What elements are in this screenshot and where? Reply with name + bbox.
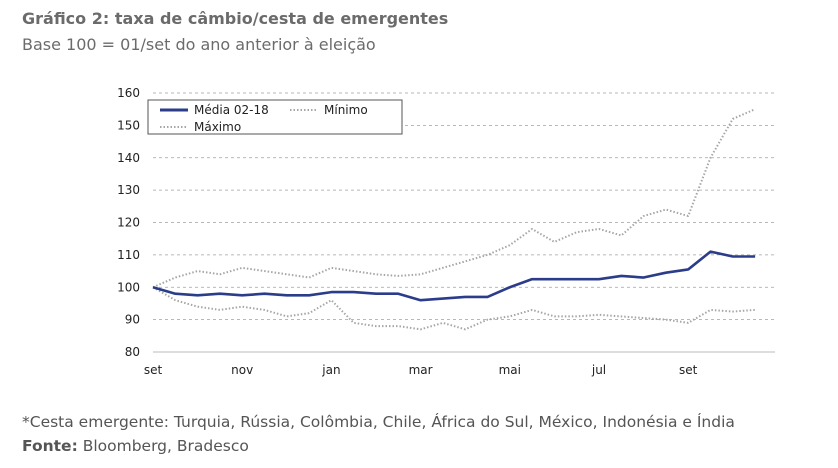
series-line	[152, 286, 756, 331]
series-line	[152, 250, 756, 302]
y-tick-label: 80	[125, 345, 140, 359]
series-line	[152, 108, 756, 289]
x-tick-label: set	[679, 363, 698, 377]
x-tick-label: nov	[231, 363, 253, 377]
x-tick-label: jan	[321, 363, 340, 377]
y-tick-label: 160	[117, 86, 140, 100]
x-tick-label: mar	[409, 363, 433, 377]
legend-label: Média 02-18	[194, 103, 269, 117]
x-tick-label: set	[144, 363, 163, 377]
footnote: *Cesta emergente: Turquia, Rússia, Colôm…	[22, 412, 735, 431]
legend-label: Máximo	[194, 120, 241, 134]
x-tick-label: jul	[591, 363, 606, 377]
y-tick-label: 110	[117, 248, 140, 262]
source-text: Bloomberg, Bradesco	[83, 437, 249, 455]
x-tick-label: mai	[499, 363, 521, 377]
y-tick-label: 100	[117, 280, 140, 294]
legend-label: Mínimo	[324, 103, 368, 117]
source-label: Fonte:	[22, 437, 78, 455]
source: Fonte: Bloomberg, Bradesco	[22, 437, 249, 455]
legend-box	[147, 99, 403, 135]
y-tick-label: 140	[117, 151, 140, 165]
y-tick-label: 150	[117, 118, 140, 132]
y-tick-label: 90	[125, 313, 140, 327]
y-tick-label: 130	[117, 183, 140, 197]
y-tick-label: 120	[117, 216, 140, 230]
chart-subtitle: Base 100 = 01/set do ano anterior à elei…	[22, 35, 376, 54]
chart-title: Gráfico 2: taxa de câmbio/cesta de emerg…	[22, 9, 448, 28]
